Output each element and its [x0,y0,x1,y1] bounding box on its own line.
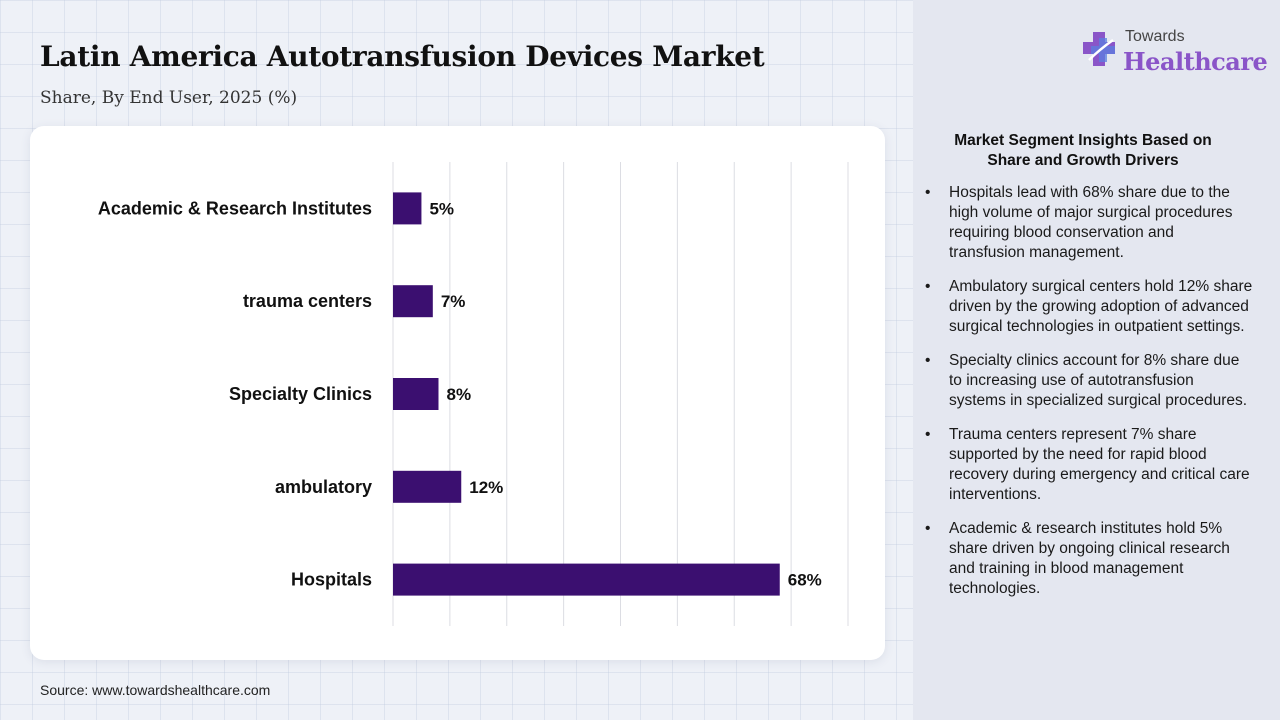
bar [393,285,433,318]
insight-text: Specialty clinics account for 8% share d… [949,352,1248,409]
bullet-icon: • [925,352,931,369]
bar [393,470,462,503]
category-label: Academic & Research Institutes [98,198,372,218]
chart-card: Academic & Research Institutes 5% trauma c… [30,126,885,660]
logo-text-top: Towards [1125,28,1185,45]
bar-chart: Academic & Research Institutes 5% trauma c… [98,162,849,626]
logo-text-bottom: Healthcare [1123,47,1268,76]
value-label: 68% [788,571,822,590]
insight-text: Trauma centers represent 7% share suppor… [949,426,1250,503]
category-label: trauma centers [243,291,372,311]
category-label: Hospitals [291,570,372,590]
category-label: Specialty Clinics [229,384,372,404]
value-label: 12% [469,478,503,497]
insight-text: Hospitals lead with 68% share due to the… [949,184,1233,261]
insights-title: Market Segment Insights Based on Share a… [954,132,1212,169]
brand-logo: Towards Healthcare [1081,28,1268,78]
insight-text: Ambulatory surgical centers hold 12% sha… [949,278,1253,335]
bar [393,563,780,596]
category-label: ambulatory [275,477,372,497]
bar [393,192,422,225]
insights-list: • Hospitals lead with 68% share due to th… [923,183,1253,613]
bullet-icon: • [925,520,931,537]
value-label: 7% [441,292,466,311]
bullet-icon: • [925,184,931,201]
insight-item: • Ambulatory surgical centers hold 12% sh… [923,277,1253,337]
insight-item: • Trauma centers represent 7% share suppo… [923,425,1253,505]
source-note: Source: www.towardshealthcare.com [40,682,271,698]
value-label: 5% [429,199,454,218]
insight-item: • Academic & research institutes hold 5% … [923,519,1253,599]
insight-text: Academic & research institutes hold 5% s… [949,520,1230,597]
bullet-icon: • [925,426,931,443]
bar [393,378,439,410]
insight-item: • Specialty clinics account for 8% share … [923,351,1253,411]
insight-item: • Hospitals lead with 68% share due to th… [923,183,1253,263]
page-title: Latin America Autotransfusion Devices Ma… [40,40,765,73]
medical-cross-icon [1083,32,1115,66]
page-subtitle: Share, By End User, 2025 (%) [40,88,298,108]
value-label: 8% [447,385,472,404]
insights-panel: Towards Healthcare Market Segment Insigh… [913,0,1280,720]
bullet-icon: • [925,278,931,295]
